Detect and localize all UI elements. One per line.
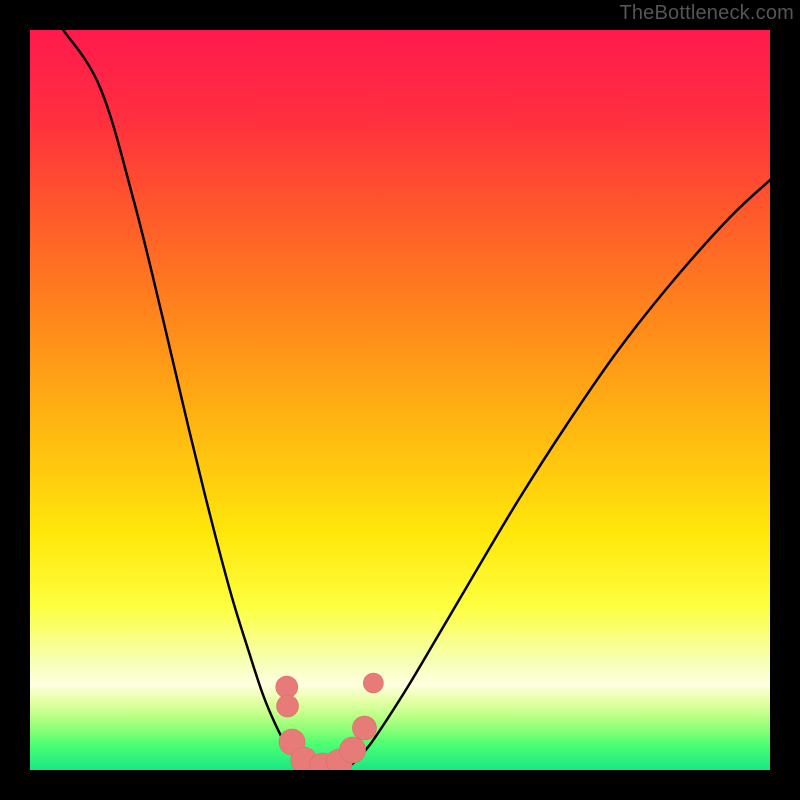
cluster-dot [352,716,376,740]
cluster-dot [277,695,299,717]
cluster-dot [363,673,383,693]
cluster-dot [340,737,366,763]
watermark-text: TheBottleneck.com [619,2,794,25]
chart-background-gradient [30,30,770,770]
cluster-dot [276,676,298,698]
bottleneck-chart-svg [0,0,800,800]
chart-frame: TheBottleneck.com [0,0,800,800]
